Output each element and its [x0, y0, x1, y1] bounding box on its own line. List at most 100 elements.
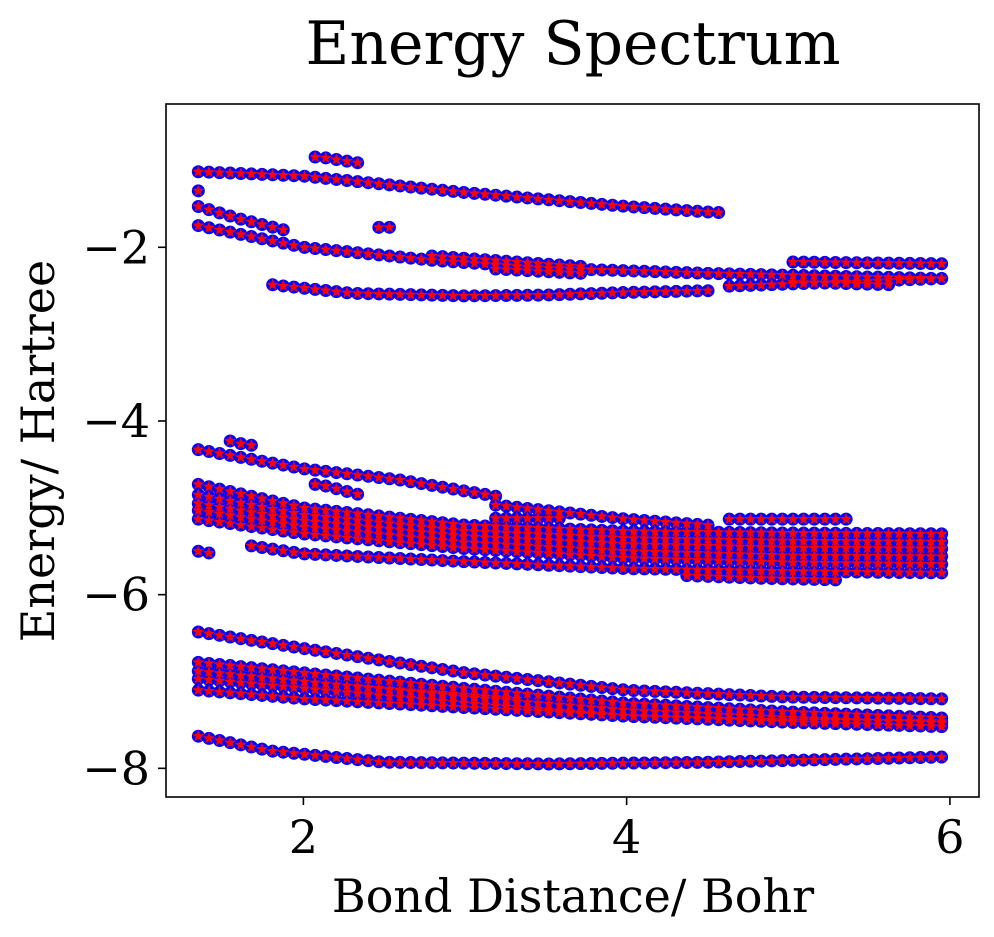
computed-point	[649, 562, 661, 575]
computed-point	[192, 512, 205, 525]
computed-point	[500, 520, 513, 532]
computed-point	[500, 686, 513, 698]
computed-point	[755, 572, 768, 584]
computed-point	[309, 521, 322, 534]
computed-point	[426, 288, 438, 301]
computed-point	[595, 510, 608, 522]
computed-point	[574, 287, 587, 299]
computed-point	[617, 286, 629, 298]
computed-point	[797, 526, 810, 539]
computed-point	[532, 546, 545, 558]
computed-point	[372, 528, 385, 540]
computed-point	[734, 267, 746, 280]
computed-point	[436, 250, 449, 262]
computed-point	[925, 566, 937, 578]
computed-point	[426, 533, 438, 545]
computed-point	[542, 193, 555, 205]
computed-point	[935, 720, 948, 732]
computed-point	[818, 269, 831, 282]
computed-point	[680, 756, 693, 768]
computed-point	[818, 534, 831, 547]
computed-point	[627, 525, 640, 537]
computed-point	[680, 525, 693, 537]
computed-point	[266, 278, 279, 290]
computed-point	[595, 694, 608, 706]
computed-point	[712, 570, 725, 582]
computed-point	[256, 507, 268, 520]
computed-point	[362, 520, 375, 533]
computed-point	[818, 276, 831, 288]
computed-point	[288, 169, 300, 181]
computed-point	[192, 545, 205, 557]
computed-point	[595, 561, 608, 573]
computed-point	[256, 671, 268, 683]
computed-point	[818, 565, 831, 577]
computed-point	[298, 282, 311, 294]
computed-point	[341, 286, 353, 298]
computed-point	[277, 691, 290, 703]
computed-point	[712, 755, 725, 768]
computed-point	[808, 565, 821, 577]
computed-point	[564, 195, 576, 207]
computed-point	[564, 288, 576, 300]
computed-point	[861, 256, 874, 268]
computed-point	[256, 492, 268, 504]
computed-point	[394, 523, 406, 536]
computed-point	[383, 287, 396, 300]
computed-point	[404, 531, 417, 543]
computed-point	[564, 541, 576, 554]
computed-point	[925, 272, 937, 284]
computed-point	[457, 256, 470, 268]
computed-point	[330, 285, 343, 297]
computed-point	[723, 267, 736, 279]
computed-point	[309, 644, 322, 656]
computed-point	[532, 257, 545, 269]
computed-point	[723, 755, 736, 767]
computed-point	[309, 515, 322, 527]
computed-point	[776, 572, 789, 584]
computed-point	[192, 672, 205, 684]
computed-point	[234, 632, 247, 644]
computed-point	[914, 719, 927, 732]
computed-point	[935, 527, 948, 539]
computed-point	[903, 550, 916, 562]
computed-point	[850, 527, 863, 539]
computed-point	[394, 691, 406, 703]
computed-point	[457, 701, 470, 713]
computed-point	[192, 625, 205, 638]
computed-point	[702, 756, 714, 768]
computed-point	[553, 266, 566, 278]
computed-point	[457, 542, 470, 554]
computed-point	[447, 681, 460, 693]
computed-point	[638, 545, 651, 557]
computed-point	[309, 478, 322, 490]
computed-point	[532, 757, 545, 769]
computed-point	[744, 689, 757, 701]
computed-point	[829, 556, 842, 569]
computed-point	[935, 550, 948, 562]
computed-point	[744, 526, 757, 538]
computed-point	[288, 681, 300, 693]
computed-point	[893, 566, 906, 578]
computed-point	[330, 530, 343, 542]
computed-point	[755, 534, 768, 546]
computed-point	[542, 288, 555, 300]
computed-point	[309, 528, 322, 540]
computed-point	[691, 569, 704, 582]
computed-point	[755, 512, 768, 525]
computed-point	[234, 228, 247, 240]
computed-point	[649, 545, 661, 558]
computed-point	[670, 266, 683, 278]
computed-point	[298, 527, 311, 539]
computed-point	[309, 676, 322, 688]
computed-point	[203, 221, 215, 233]
computed-point	[372, 248, 385, 260]
computed-point	[372, 509, 385, 521]
computed-point	[415, 532, 428, 544]
computed-point	[457, 186, 470, 198]
computed-point	[564, 699, 576, 711]
computed-point	[362, 696, 375, 708]
computed-point	[734, 533, 746, 546]
computed-point	[383, 221, 396, 233]
computed-point	[638, 538, 651, 550]
